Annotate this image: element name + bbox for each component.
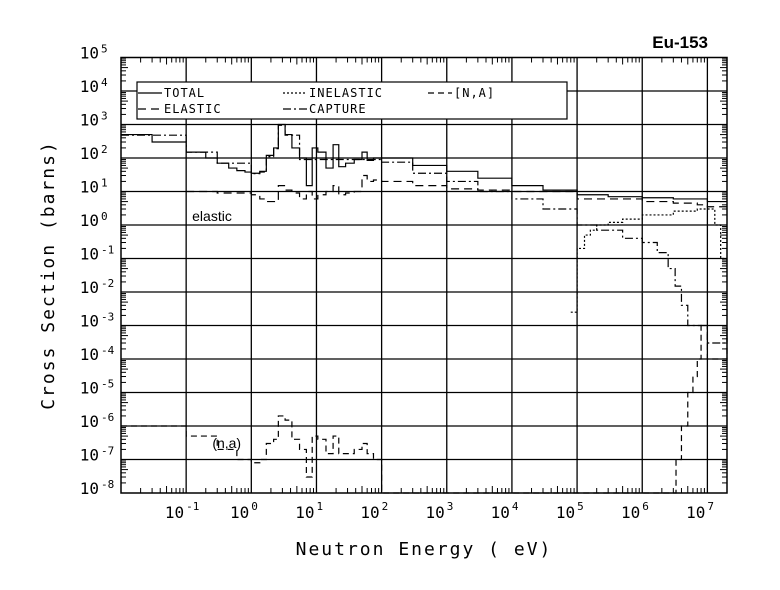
y-tick-exponent: -3 — [101, 311, 114, 324]
x-tick-exponent: 3 — [447, 500, 454, 513]
y-axis-label: Cross Section (barns) — [38, 140, 59, 410]
x-tick-label: 10 — [556, 503, 575, 522]
legend: TOTAL ELASTIC INELASTIC CAPTURE [N,A] — [136, 81, 568, 120]
y-tick-label: 10 — [80, 312, 99, 331]
x-tick-label: 10 — [165, 503, 184, 522]
y-tick-exponent: 4 — [101, 76, 108, 89]
y-tick-exponent: 0 — [101, 210, 108, 223]
chart-title: Eu-153 — [652, 33, 708, 52]
y-tick-label: 10 — [80, 412, 99, 431]
x-tick-exponent: 4 — [512, 500, 519, 513]
y-tick-exponent: 5 — [101, 43, 108, 56]
y-tick-exponent: -2 — [101, 277, 114, 290]
series-total — [121, 123, 727, 203]
x-axis-label: Neutron Energy ( eV) — [296, 539, 553, 560]
series-elastic — [186, 174, 727, 208]
x-tick-exponent: 6 — [642, 500, 649, 513]
y-tick-label: 10 — [80, 178, 99, 197]
x-tick-exponent: 7 — [707, 500, 714, 513]
y-tick-label: 10 — [80, 345, 99, 364]
x-tick-exponent: 2 — [382, 500, 389, 513]
series-n-a — [121, 324, 728, 494]
y-tick-label: 10 — [80, 77, 99, 96]
plot-frame — [120, 56, 728, 494]
y-tick-label: 10 — [80, 379, 99, 398]
y-tick-exponent: 3 — [101, 110, 108, 123]
y-tick-label: 10 — [80, 446, 99, 465]
x-tick-label: 10 — [686, 503, 705, 522]
y-tick-exponent: -4 — [101, 344, 115, 357]
legend-label: ELASTIC — [164, 102, 222, 116]
legend-label: CAPTURE — [309, 102, 367, 116]
y-tick-label: 10 — [80, 245, 99, 264]
y-tick-exponent: -1 — [101, 244, 114, 257]
annotation-elastic: elastic — [192, 208, 232, 224]
grid — [121, 57, 727, 493]
series-capture — [121, 124, 728, 344]
x-tick-label: 10 — [491, 503, 510, 522]
y-tick-exponent: 1 — [101, 177, 108, 190]
y-tick-label: 10 — [80, 211, 99, 230]
y-tick-label: 10 — [80, 479, 99, 498]
x-tick-label: 10 — [230, 503, 249, 522]
axis-ticks: 10 -1 10 0 10 1 10 2 10 3 10 4 10 5 10 6 10 710 510 410 310 2… — [80, 43, 727, 522]
x-tick-label: 10 — [621, 503, 640, 522]
y-tick-label: 10 — [80, 111, 99, 130]
y-tick-exponent: -7 — [101, 445, 114, 458]
x-tick-exponent: 0 — [251, 500, 258, 513]
x-tick-label: 10 — [426, 503, 445, 522]
y-tick-exponent: -8 — [101, 478, 114, 491]
y-tick-exponent: -6 — [101, 411, 114, 424]
legend-label: [N,A] — [454, 86, 495, 100]
series-group — [121, 123, 728, 494]
y-tick-label: 10 — [80, 278, 99, 297]
x-tick-exponent: -1 — [186, 500, 199, 513]
annotation-n-a: (n,a) — [212, 435, 241, 451]
x-tick-exponent: 5 — [577, 500, 584, 513]
legend-label: INELASTIC — [309, 86, 383, 100]
y-tick-label: 10 — [80, 144, 99, 163]
legend-box — [136, 81, 568, 120]
y-tick-exponent: -5 — [101, 378, 114, 391]
y-tick-exponent: 2 — [101, 143, 108, 156]
x-tick-label: 10 — [360, 503, 379, 522]
legend-label: TOTAL — [164, 86, 205, 100]
x-tick-label: 10 — [295, 503, 314, 522]
series-inelastic — [570, 208, 727, 313]
y-tick-label: 10 — [80, 44, 99, 63]
x-tick-exponent: 1 — [316, 500, 323, 513]
